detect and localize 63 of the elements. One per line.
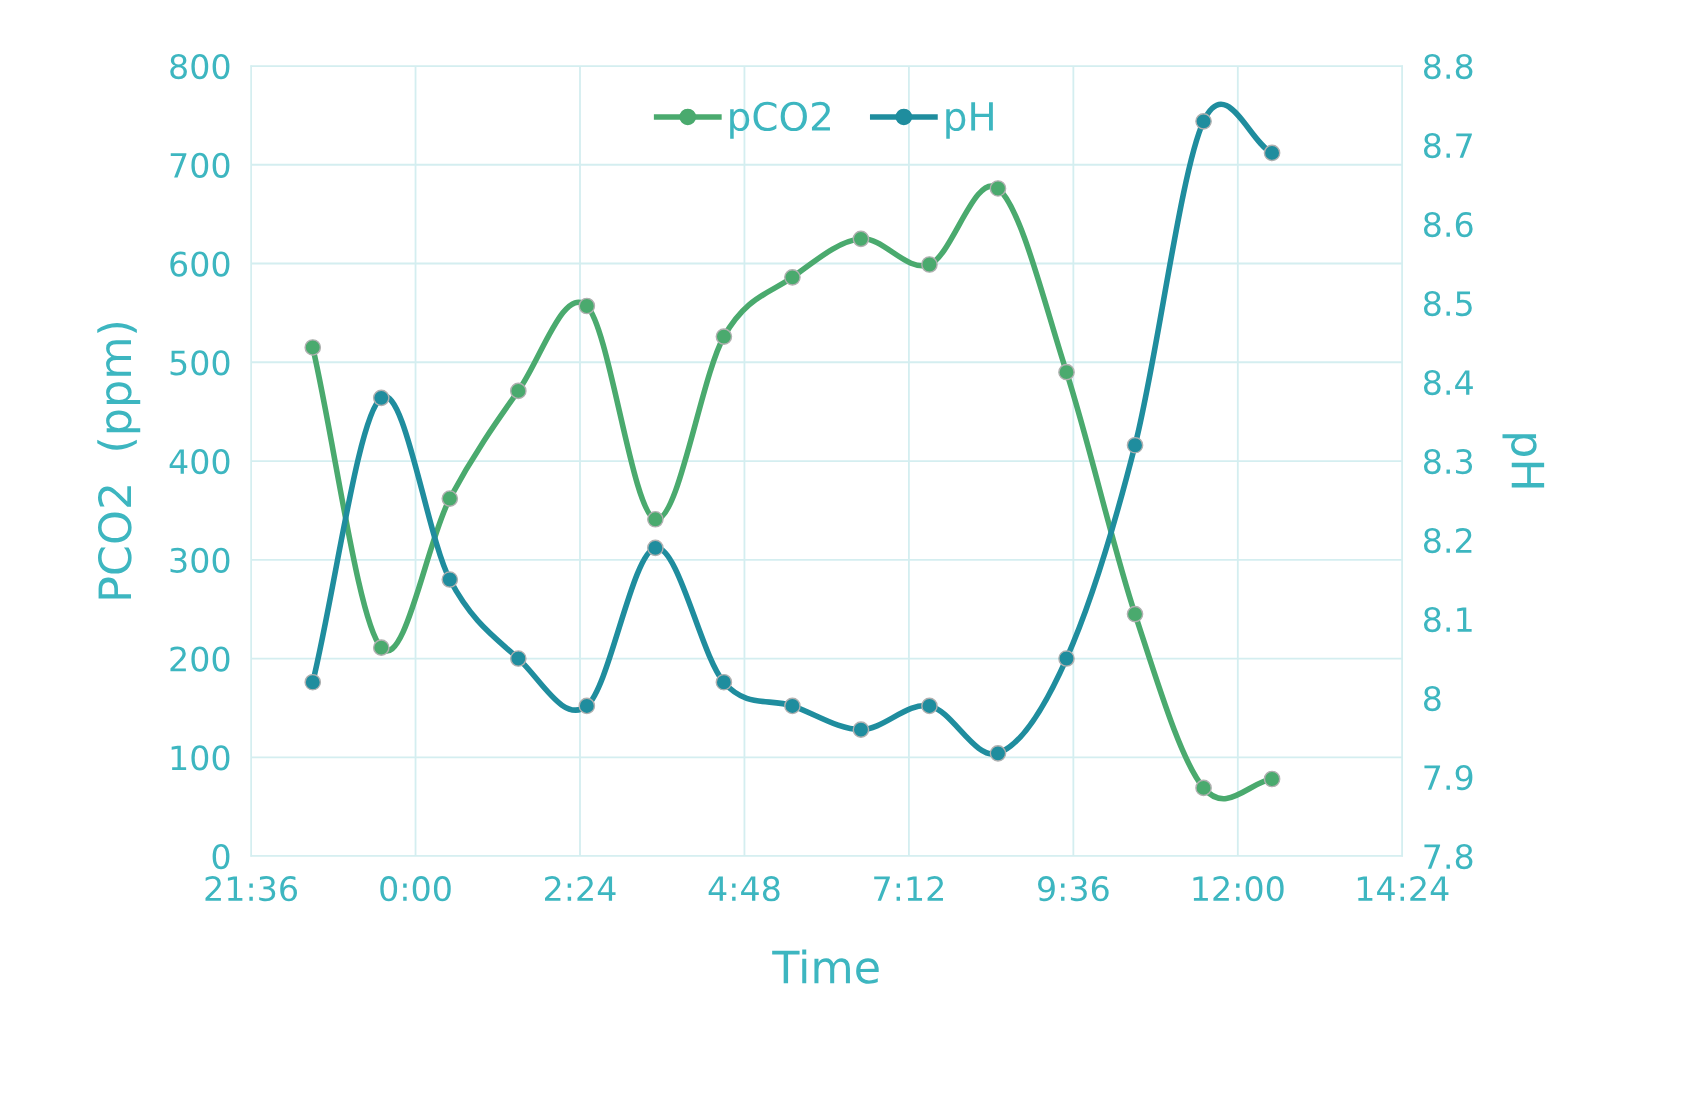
x-tick-label: 21:36	[205, 876, 298, 902]
legend-label: pH	[946, 102, 993, 139]
legend-label: pCO2	[730, 101, 830, 139]
y-tick-label: 100	[171, 745, 230, 771]
point	[784, 269, 801, 286]
x-tick-label: 0:00	[380, 876, 451, 902]
y2-tick-label: 8.4	[1423, 369, 1473, 396]
point	[1195, 779, 1212, 797]
y-tick-label: 600	[170, 251, 230, 277]
point	[372, 389, 390, 407]
y-tick-label: 200	[170, 646, 230, 672]
point	[304, 339, 322, 356]
point	[578, 297, 596, 315]
point	[852, 230, 870, 248]
point	[372, 639, 390, 657]
y-tick-label: 300	[170, 547, 230, 573]
y-tick-label: 0	[212, 843, 230, 870]
point	[1126, 436, 1144, 454]
point	[1058, 363, 1075, 381]
point	[647, 539, 664, 557]
point	[1195, 112, 1212, 130]
point	[989, 180, 1007, 197]
y-tick-label: 500	[170, 350, 230, 376]
y2-tick-label: 8.3	[1423, 448, 1473, 475]
x-tick-label: 12:00	[1193, 876, 1284, 902]
point	[715, 673, 733, 691]
y2-tick-label: 8.6	[1423, 211, 1473, 238]
y-tick-label: 800	[170, 53, 230, 80]
point	[715, 328, 733, 345]
x-tick-label: 9:36	[1038, 876, 1109, 902]
y2-tick-label: 7.9	[1424, 764, 1473, 791]
point	[1263, 770, 1281, 788]
y2-tick-label: 8.1	[1423, 606, 1472, 633]
y2-tick-label: 8.8	[1423, 53, 1473, 80]
point	[441, 490, 459, 507]
y-tick-label: 700	[170, 152, 230, 178]
point	[1126, 605, 1144, 623]
y2-tick-label: 8.7	[1423, 132, 1472, 159]
point	[509, 650, 527, 667]
x-tick-label: 14:24	[1357, 876, 1449, 901]
y2-tick-label: 8	[1423, 685, 1441, 712]
point	[1058, 650, 1075, 667]
point	[509, 382, 527, 400]
point	[989, 744, 1007, 762]
point	[852, 721, 870, 738]
point	[647, 510, 664, 528]
x-tick-label: 2:24	[545, 876, 616, 901]
y2-axis-title: pH	[1502, 434, 1545, 488]
point	[784, 697, 801, 715]
point	[921, 256, 938, 273]
point	[441, 571, 459, 588]
point	[921, 697, 938, 715]
y2-tick-label: 8.2	[1423, 527, 1472, 554]
point	[304, 673, 322, 691]
point	[1263, 144, 1281, 162]
y2-tick-label: 7.8	[1424, 843, 1473, 870]
y-axis-title: PCO2 (ppm)	[97, 322, 141, 599]
x-tick-label: 7:12	[874, 876, 943, 901]
y-tick-label: 400	[169, 448, 230, 475]
point	[578, 697, 596, 715]
x-axis-title: Time	[772, 949, 879, 984]
y2-tick-label: 8.5	[1423, 290, 1472, 317]
x-tick-label: 4:48	[708, 876, 780, 902]
